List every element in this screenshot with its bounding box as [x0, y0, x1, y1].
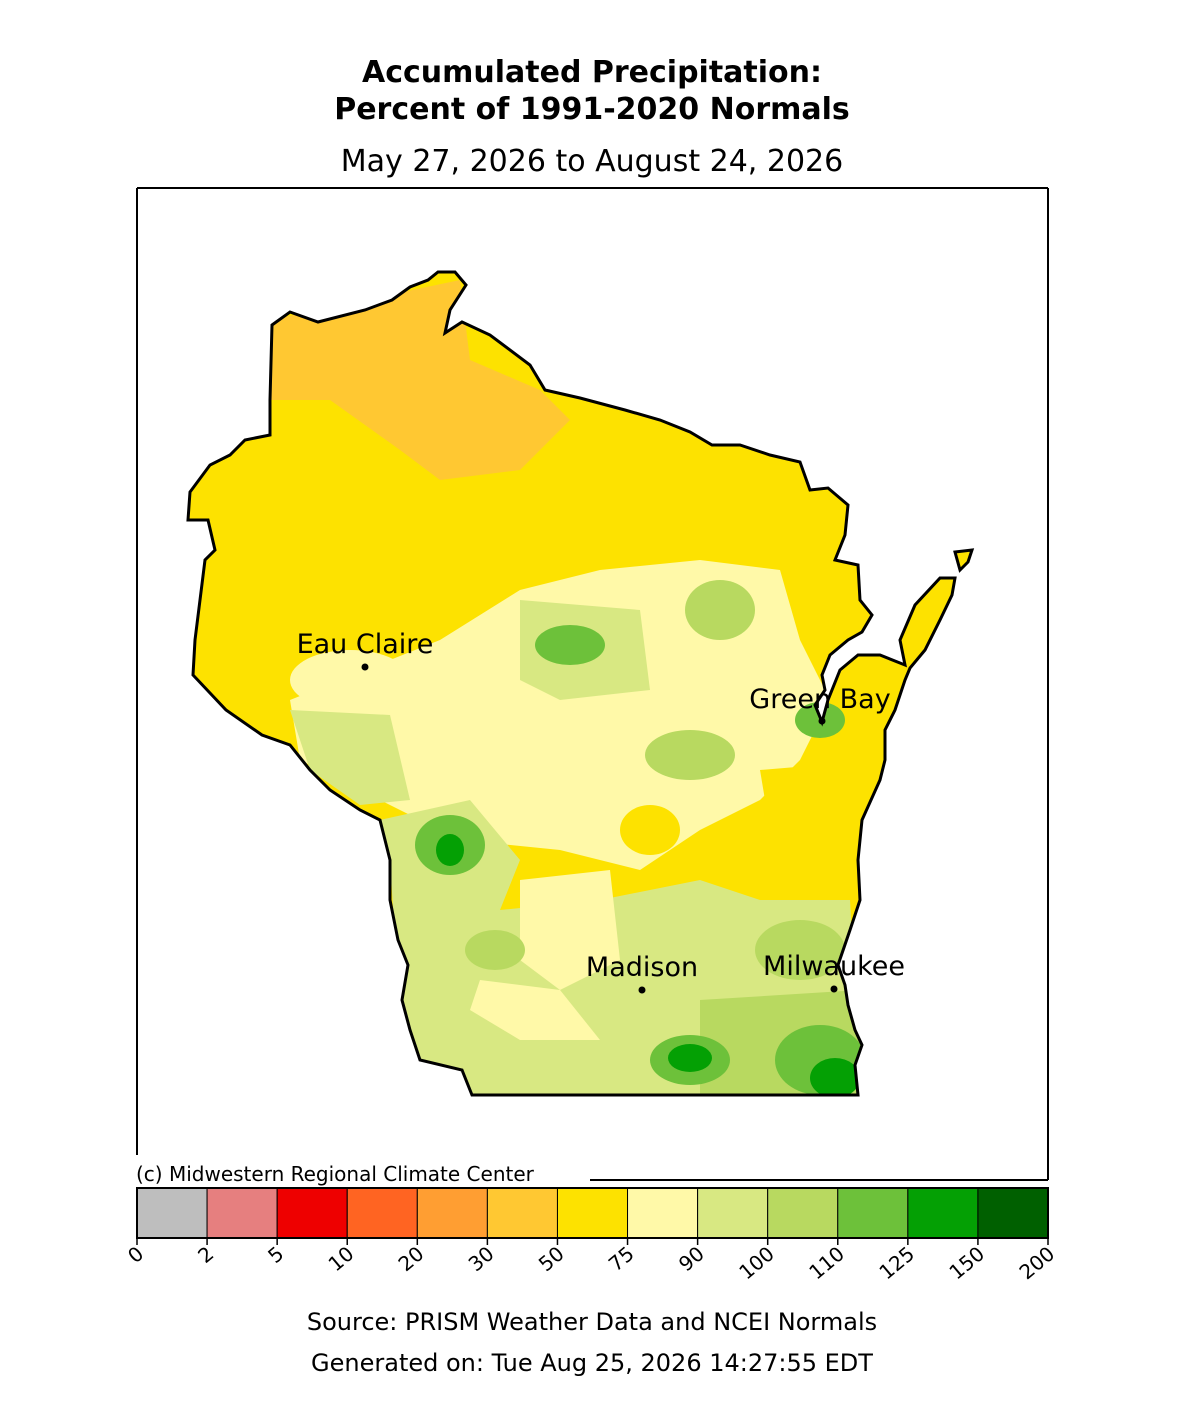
- tick-label: 2: [193, 1241, 218, 1268]
- color-bin: [416, 1187, 488, 1239]
- city-dot: [638, 986, 646, 994]
- tick-label: 100: [734, 1241, 779, 1284]
- color-bin: [206, 1187, 278, 1239]
- tick-label: 50: [534, 1241, 569, 1276]
- color-bin: [837, 1187, 909, 1239]
- color-bin: [276, 1187, 348, 1239]
- city-label: Green Bay: [749, 684, 890, 715]
- tick-label: 150: [944, 1241, 989, 1284]
- city-dot: [830, 985, 838, 993]
- color-bin: [346, 1187, 418, 1239]
- city-dot: [818, 717, 826, 725]
- tick-label: 5: [263, 1241, 288, 1268]
- source: Source: PRISM Weather Data and NCEI Norm…: [307, 1308, 877, 1336]
- tick-label: 125: [874, 1241, 919, 1284]
- tick-label: 10: [324, 1241, 359, 1276]
- color-bin: [486, 1187, 558, 1239]
- city-label: Madison: [586, 952, 698, 983]
- map-frame: [136, 187, 1049, 1181]
- tick-label: 110: [804, 1241, 849, 1284]
- color-bin: [977, 1187, 1049, 1239]
- tick-label: 90: [674, 1241, 709, 1276]
- city-label: Eau Claire: [297, 629, 434, 660]
- tick-label: 75: [604, 1241, 639, 1276]
- color-bin: [767, 1187, 839, 1239]
- island: [953, 548, 975, 573]
- tick-label: 0: [123, 1241, 148, 1268]
- subtitle: May 27, 2026 to August 24, 2026: [341, 144, 843, 179]
- colorbar-border: [136, 1187, 1049, 1239]
- city-label: Milwaukee: [763, 951, 905, 982]
- title-line: Accumulated Precipitation:: [362, 55, 822, 90]
- tick-label: 30: [464, 1241, 499, 1276]
- color-bin: [697, 1187, 769, 1239]
- color-bin: [907, 1187, 979, 1239]
- city-dot: [361, 663, 369, 671]
- title-line: Percent of 1991-2020 Normals: [334, 92, 850, 127]
- tick-label: 200: [1015, 1241, 1060, 1284]
- generated: Generated on: Tue Aug 25, 2026 14:27:55 …: [311, 1349, 873, 1377]
- color-bin: [556, 1187, 629, 1239]
- tick-label: 20: [394, 1241, 429, 1276]
- color-bin: [627, 1187, 699, 1239]
- color-bin: [136, 1187, 208, 1239]
- credit: (c) Midwestern Regional Climate Center: [136, 1162, 535, 1186]
